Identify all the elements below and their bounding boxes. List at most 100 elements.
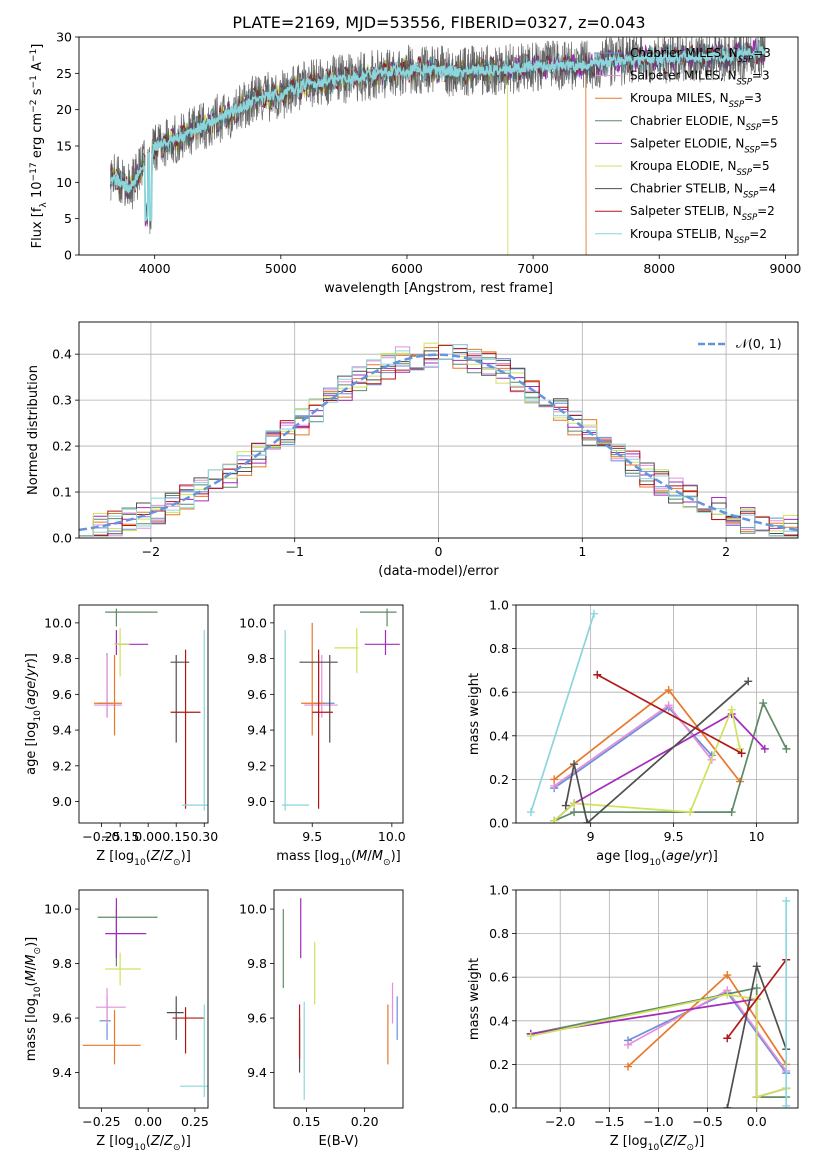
x-tick-label: −1.0 [643, 1114, 673, 1129]
x-tick-label: 1 [578, 544, 586, 559]
x-axis-label: Z [log10(Z/Z⊙)] [96, 1134, 191, 1153]
plus-marker [561, 801, 570, 810]
y-tick-label: 0.6 [489, 685, 509, 700]
panel-age-vs-mass: 9.5 10.0 9.0 9.2 9.4 9.6 9.8 10.0 mass [log10(M/… [239, 604, 406, 868]
y-tick-label: 0.0 [489, 1101, 509, 1116]
legend-label-kroupa-miles: Kroupa MILES, NSSP=3 [630, 91, 762, 109]
y-tick-label: 0 [64, 248, 72, 263]
y-axis-label: Flux [fλ 10−17 erg cm−2 s−1 A−1] [29, 44, 49, 249]
plus-marker [589, 609, 598, 618]
histogram-kroupa-elodie [79, 342, 798, 537]
errorbar-kroupa-elodie [334, 628, 359, 673]
plus-marker [526, 808, 535, 817]
plot-area [82, 898, 208, 1098]
y-tick-label: 9.8 [247, 651, 267, 666]
legend: Chabrier MILES, NSSP=3 Salpeter MILES, NS… [595, 46, 779, 245]
y-tick-label: 0.4 [52, 347, 72, 362]
errorbar-kroupa-elodie [114, 628, 130, 677]
y-tick-label: 0.0 [52, 531, 72, 546]
x-axis-label: age [log10(age/yr)] [596, 849, 718, 868]
y-tick-label: 9.8 [52, 956, 72, 971]
y-tick-label: 9.4 [52, 723, 72, 738]
y-tick-label: 10.0 [44, 615, 72, 630]
y-tick-label: 20 [56, 102, 72, 117]
y-tick-label: 0.8 [489, 641, 509, 656]
x-axis-label: mass [log10(M/M⊙)] [276, 849, 400, 868]
errorbar-salpeter-elodie [364, 630, 400, 656]
errorbar-chabrier-elodie [105, 608, 158, 627]
y-tick-label: 9.8 [52, 651, 72, 666]
plot-area [282, 898, 398, 1100]
weight-path [596, 674, 743, 754]
x-tick-label: −2 [142, 544, 160, 559]
x-tick-label: −0.25 [82, 829, 120, 844]
errorbar-chabrier-miles [313, 655, 335, 718]
panel-spectrum: 4000 5000 6000 7000 8000 9000 0 5 10 15 20 25 30 wave… [29, 30, 801, 297]
plot-area [79, 342, 798, 537]
x-tick-label: 0.15 [293, 1114, 321, 1129]
x-tick-label: 0.00 [134, 829, 162, 844]
plus-marker [624, 1040, 633, 1049]
x-tick-label: −0.5 [692, 1114, 722, 1129]
axes-frame [78, 36, 799, 256]
y-tick-label: 1.0 [489, 598, 509, 613]
plus-marker [550, 816, 559, 823]
errorbar-kroupa-miles [93, 655, 122, 736]
errorbar-salpeter-miles [95, 988, 126, 1024]
plot-area [281, 608, 400, 811]
weight-path [564, 680, 749, 823]
errorbar-kroupa-stelib [181, 630, 208, 811]
axes-frame [78, 321, 799, 539]
plus-marker [759, 699, 768, 708]
panel-ebv: 0.15 0.20 9.4 9.6 9.8 10.0 E(B-V) [239, 889, 404, 1149]
axes-frame [273, 889, 404, 1109]
errorbar-salpeter-miles [304, 655, 338, 718]
y-tick-label: 10 [56, 175, 72, 190]
x-tick-label: 10.0 [378, 829, 406, 844]
plus-marker [664, 686, 673, 695]
legend-label-salpeter-miles: Salpeter MILES, NSSP=3 [630, 69, 770, 87]
y-tick-label: 9.4 [52, 1065, 72, 1080]
x-tick-label: −0.15 [101, 829, 139, 844]
y-tick-label: 9.4 [247, 1065, 267, 1080]
x-tick-label: 9.5 [664, 829, 684, 844]
y-axis-label: mass weight [467, 958, 482, 1040]
weight-line-kroupa-elodie [550, 705, 744, 823]
y-tick-label: 9.6 [247, 687, 267, 702]
plus-marker [782, 744, 791, 753]
y-tick-label: 9.6 [247, 1011, 267, 1026]
x-tick-label: 4000 [139, 261, 171, 276]
x-tick-label: 8000 [643, 261, 675, 276]
y-tick-label: 9.2 [247, 758, 267, 773]
x-tick-label: 9 [587, 829, 595, 844]
x-tick-label: 9.5 [302, 829, 322, 844]
x-tick-label: 5000 [265, 261, 297, 276]
plus-marker [723, 990, 732, 999]
errorbar-kroupa-stelib [179, 1004, 208, 1098]
weight-line-salpeter-miles [550, 701, 716, 790]
errorbar-chabrier-miles [99, 996, 111, 1040]
y-tick-label: 9.0 [247, 794, 267, 809]
plus-marker [526, 1032, 535, 1041]
plus-marker [727, 705, 736, 714]
y-tick-label: 0.4 [489, 728, 509, 743]
y-tick-label: 1.0 [489, 883, 509, 898]
plus-marker [570, 799, 579, 808]
x-tick-label: −0.25 [82, 1114, 120, 1129]
x-tick-label: 10 [749, 829, 765, 844]
y-axis-label: Normed distribution [26, 365, 41, 495]
y-axis-label: mass [log10(M/M⊙)] [24, 937, 43, 1061]
plus-marker [723, 971, 732, 980]
y-tick-label: 9.0 [52, 794, 72, 809]
errorbar-chabrier-elodie [360, 608, 397, 627]
x-axis-label: Z [log10(Z/Z⊙)] [96, 849, 191, 868]
x-axis-label: (data-model)/error [378, 564, 499, 579]
x-tick-label: 2 [722, 544, 730, 559]
y-tick-label: 30 [56, 30, 72, 45]
legend-label-kroupa-elodie: Kroupa ELODIE, NSSP=5 [630, 159, 770, 177]
y-tick-label: 0.1 [52, 485, 72, 500]
plus-marker [624, 1062, 633, 1071]
panel-residuals: −2 −1 0 1 2 0.0 0.1 0.2 0.3 0.4 (data-model)/error… [26, 321, 799, 579]
weight-path [627, 991, 787, 1074]
